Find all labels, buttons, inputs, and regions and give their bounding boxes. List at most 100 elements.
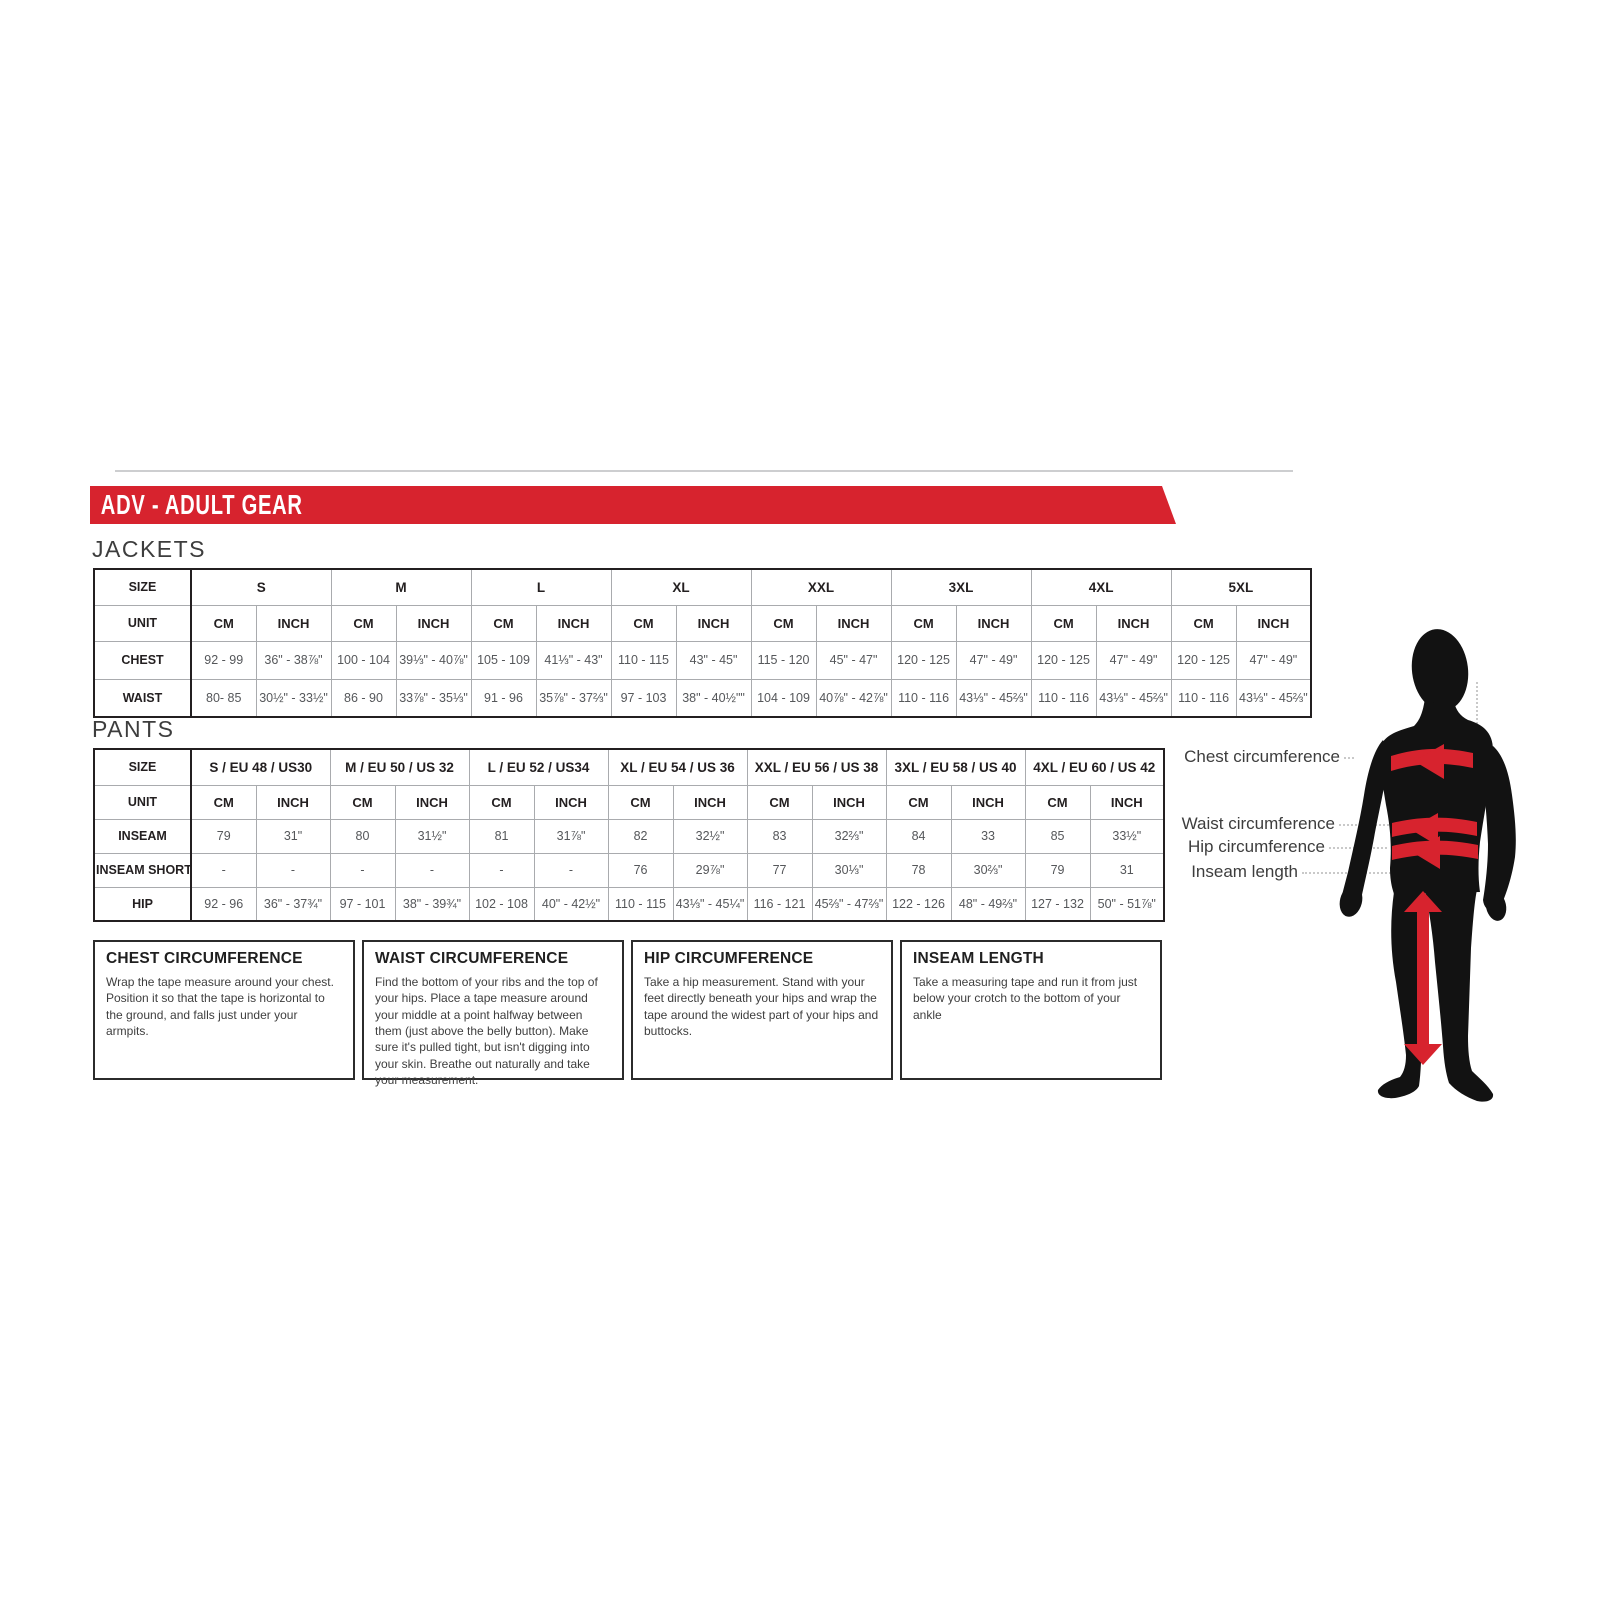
pants-hip-cm-6: 127 - 132 xyxy=(1024,886,1091,922)
pants-inseam-short-cm-3: 76 xyxy=(607,852,674,888)
jackets-chest-cm-1: 100 - 104 xyxy=(330,640,397,680)
pants-inch-header-0: INCH xyxy=(255,784,331,820)
pants-inch-header-2: INCH xyxy=(533,784,609,820)
jackets-chest-inch-6: 47" - 49" xyxy=(1095,640,1172,680)
pants-hip-inch-6: 50" - 51⅞" xyxy=(1089,886,1165,922)
jackets-waist-cm-2: 91 - 96 xyxy=(470,678,537,718)
page-title: ADV - ADULT GEAR xyxy=(100,489,303,520)
jackets-unit-col-header: UNIT xyxy=(93,604,192,642)
hip-arrow xyxy=(1392,836,1478,869)
jackets-cm-header-7: CM xyxy=(1170,604,1237,642)
jackets-size-header-4: XXL xyxy=(750,568,892,606)
jackets-waist-inch-5: 43⅓" - 45⅔" xyxy=(955,678,1032,718)
pants-inseam-short-cm-6: 79 xyxy=(1024,852,1091,888)
pants-hip-cm-2: 102 - 108 xyxy=(468,886,535,922)
jackets-inch-header-5: INCH xyxy=(955,604,1032,642)
jackets-chest-inch-1: 39⅓" - 40⅞" xyxy=(395,640,472,680)
hip-instruction-box: HIP CIRCUMFERENCE Take a hip measurement… xyxy=(631,940,893,1080)
jackets-waist-inch-6: 43⅓" - 45⅔" xyxy=(1095,678,1172,718)
person-silhouette-svg xyxy=(1339,629,1516,1102)
jackets-chest-inch-4: 45" - 47" xyxy=(815,640,892,680)
pants-cm-header-4: CM xyxy=(746,784,813,820)
pants-hip-inch-3: 43⅓" - 45¼" xyxy=(672,886,748,922)
jackets-inch-header-4: INCH xyxy=(815,604,892,642)
title-banner: ADV - ADULT GEAR xyxy=(90,486,1176,524)
jackets-waist-cm-1: 86 - 90 xyxy=(330,678,397,718)
chest-leader-line-vertical xyxy=(1476,682,1478,744)
waist-instruction-box: WAIST CIRCUMFERENCE Find the bottom of y… xyxy=(362,940,624,1087)
pants-size-header-4: XXL / EU 56 / US 38 xyxy=(746,748,887,786)
chest-circumference-label: Chest circumference xyxy=(1184,747,1340,766)
pants-unit-col-header: UNIT xyxy=(93,784,192,820)
pants-size-header-6: 4XL / EU 60 / US 42 xyxy=(1024,748,1165,786)
pants-hip-inch-0: 36" - 37¾" xyxy=(255,886,331,922)
pants-inseam-inch-4: 32⅔" xyxy=(811,818,887,854)
jackets-size-header-3: XL xyxy=(610,568,752,606)
inseam-instruction-title: INSEAM LENGTH xyxy=(913,950,1044,967)
pants-inseam-short-cm-0: - xyxy=(190,852,257,888)
pants-inseam-cm-3: 82 xyxy=(607,818,674,854)
pants-size-header-1: M / EU 50 / US 32 xyxy=(329,748,470,786)
jackets-chest-inch-3: 43" - 45" xyxy=(675,640,752,680)
jackets-cm-header-1: CM xyxy=(330,604,397,642)
jackets-waist-cm-4: 104 - 109 xyxy=(750,678,817,718)
hip-circumference-label: Hip circumference xyxy=(1188,837,1325,856)
jackets-chest-inch-2: 41⅓" - 43" xyxy=(535,640,612,680)
pants-hip-cm-1: 97 - 101 xyxy=(329,886,396,922)
pants-inseam-cm-5: 84 xyxy=(885,818,952,854)
jackets-waist-inch-2: 35⅞" - 37⅔" xyxy=(535,678,612,718)
pants-inseam-short-inch-2: - xyxy=(533,852,609,888)
jackets-cm-header-4: CM xyxy=(750,604,817,642)
jackets-inch-header-3: INCH xyxy=(675,604,752,642)
pants-hip-inch-1: 38" - 39¾" xyxy=(394,886,470,922)
jackets-chest-inch-0: 36" - 38⅞" xyxy=(255,640,332,680)
pants-inseam-short-cm-4: 77 xyxy=(746,852,813,888)
pants-row-label-hip: HIP xyxy=(93,886,192,922)
chest-instruction-body: Wrap the tape measure around your chest.… xyxy=(106,975,334,1038)
pants-inseam-inch-0: 31" xyxy=(255,818,331,854)
pants-hip-cm-4: 116 - 121 xyxy=(746,886,813,922)
chest-arrow xyxy=(1391,744,1473,779)
hip-instruction-body: Take a hip measurement. Stand with your … xyxy=(644,975,879,1038)
measurement-arrows xyxy=(1391,744,1478,1065)
jackets-waist-inch-3: 38" - 40½"" xyxy=(675,678,752,718)
jackets-size-header-1: M xyxy=(330,568,472,606)
pants-inseam-short-cm-5: 78 xyxy=(885,852,952,888)
pants-inseam-short-inch-4: 30⅓" xyxy=(811,852,887,888)
jackets-chest-inch-7: 47" - 49" xyxy=(1235,640,1312,680)
jackets-chest-cm-0: 92 - 99 xyxy=(190,640,257,680)
jackets-chest-cm-3: 110 - 115 xyxy=(610,640,677,680)
pants-size-header-2: L / EU 52 / US34 xyxy=(468,748,609,786)
chest-instruction-box: CHEST CIRCUMFERENCE Wrap the tape measur… xyxy=(93,940,355,1080)
pants-cm-header-0: CM xyxy=(190,784,257,820)
pants-size-col-header: SIZE xyxy=(93,748,192,786)
pants-inseam-cm-6: 85 xyxy=(1024,818,1091,854)
pants-hip-inch-5: 48" - 49⅔" xyxy=(950,886,1026,922)
jackets-chest-cm-2: 105 - 109 xyxy=(470,640,537,680)
pants-inseam-short-inch-0: - xyxy=(255,852,331,888)
pants-inseam-short-cm-1: - xyxy=(329,852,396,888)
pants-inseam-short-inch-6: 31 xyxy=(1089,852,1165,888)
jackets-waist-inch-4: 40⅞" - 42⅞" xyxy=(815,678,892,718)
jackets-inch-header-6: INCH xyxy=(1095,604,1172,642)
jackets-waist-cm-0: 80- 85 xyxy=(190,678,257,718)
pants-size-header-3: XL / EU 54 / US 36 xyxy=(607,748,748,786)
jackets-chest-cm-4: 115 - 120 xyxy=(750,640,817,680)
pants-section-label: PANTS xyxy=(92,716,175,742)
jackets-waist-cm-7: 110 - 116 xyxy=(1170,678,1237,718)
jackets-waist-inch-1: 33⅞" - 35⅓" xyxy=(395,678,472,718)
jackets-size-header-5: 3XL xyxy=(890,568,1032,606)
jackets-inch-header-1: INCH xyxy=(395,604,472,642)
inseam-instruction-body: Take a measuring tape and run it from ju… xyxy=(913,975,1138,1022)
pants-inch-header-1: INCH xyxy=(394,784,470,820)
jackets-row-label-waist: WAIST xyxy=(93,678,192,718)
jackets-waist-cm-3: 97 - 103 xyxy=(610,678,677,718)
pants-inseam-inch-2: 31⅞" xyxy=(533,818,609,854)
jackets-size-header-6: 4XL xyxy=(1030,568,1172,606)
pants-inseam-inch-6: 33½" xyxy=(1089,818,1165,854)
chest-instruction-title: CHEST CIRCUMFERENCE xyxy=(106,950,303,967)
pants-inch-header-4: INCH xyxy=(811,784,887,820)
waist-arrow xyxy=(1392,813,1477,846)
jackets-size-col-header: SIZE xyxy=(93,568,192,606)
